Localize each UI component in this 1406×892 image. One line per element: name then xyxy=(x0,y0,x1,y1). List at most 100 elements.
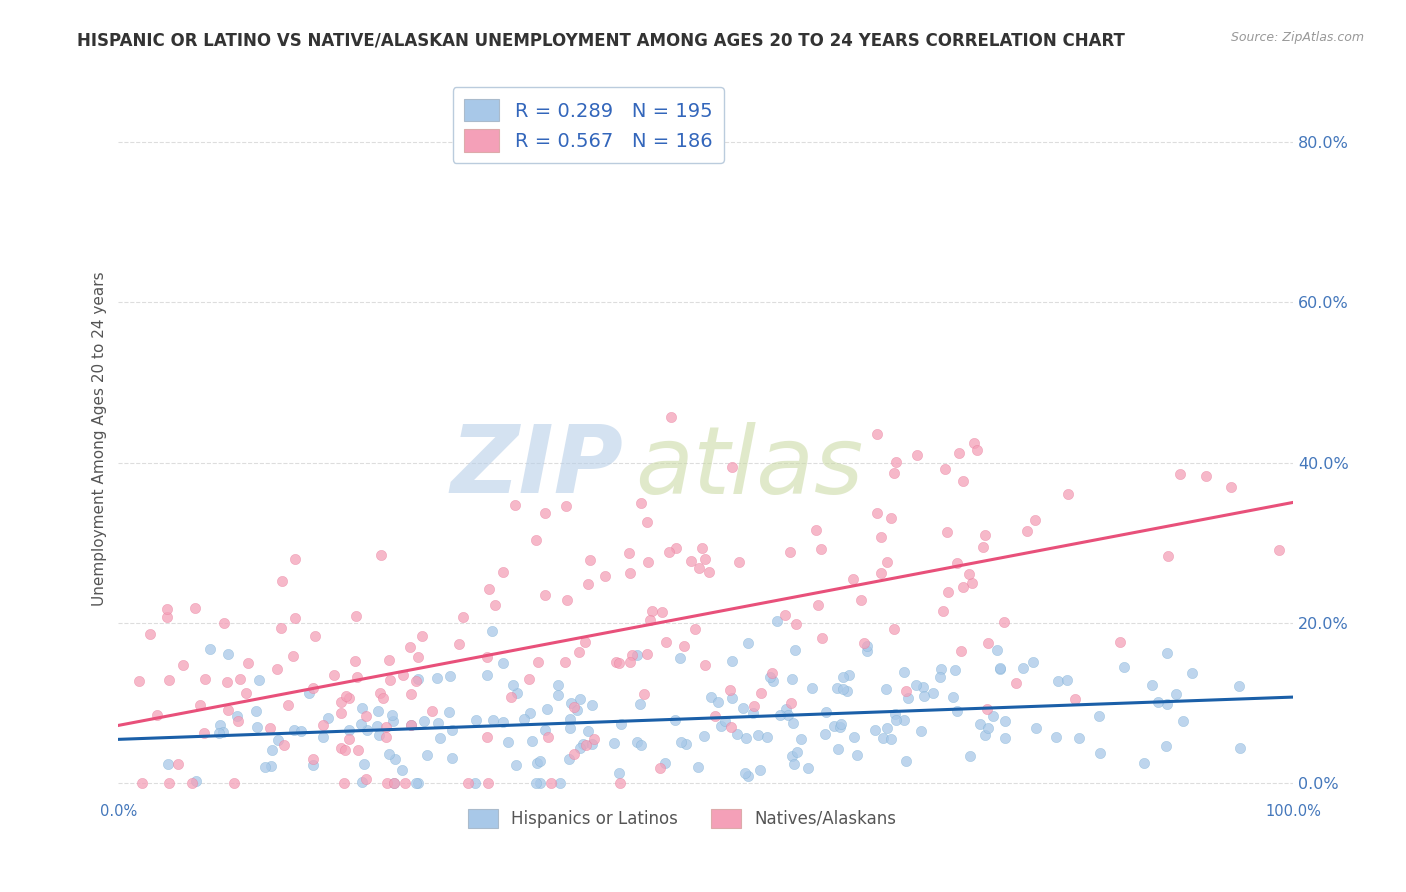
Point xyxy=(994,731,1017,745)
Point xyxy=(575,738,598,752)
Point xyxy=(1047,674,1070,689)
Point xyxy=(1017,524,1039,539)
Point xyxy=(747,728,769,742)
Point xyxy=(482,713,505,727)
Point xyxy=(876,555,898,569)
Point xyxy=(1088,746,1111,760)
Point xyxy=(222,776,245,790)
Point xyxy=(381,707,404,722)
Point xyxy=(547,678,569,692)
Point xyxy=(870,566,893,580)
Point xyxy=(270,621,292,635)
Point xyxy=(728,555,751,569)
Point xyxy=(399,718,422,732)
Point xyxy=(1057,486,1080,500)
Point xyxy=(343,654,366,668)
Point xyxy=(312,731,335,745)
Point xyxy=(721,459,744,474)
Point xyxy=(762,673,785,688)
Point xyxy=(212,616,235,631)
Point xyxy=(533,588,555,602)
Point xyxy=(880,731,903,746)
Point xyxy=(934,461,956,475)
Point xyxy=(893,665,915,680)
Point xyxy=(502,678,524,692)
Point xyxy=(382,776,405,790)
Point xyxy=(183,601,205,615)
Point xyxy=(354,709,377,723)
Point xyxy=(664,541,686,556)
Point xyxy=(986,642,1008,657)
Point xyxy=(529,776,551,790)
Point xyxy=(785,617,807,632)
Point xyxy=(568,645,591,659)
Point xyxy=(751,685,773,699)
Point xyxy=(166,756,188,771)
Point xyxy=(477,582,499,596)
Point xyxy=(1229,741,1251,756)
Point xyxy=(697,565,720,579)
Point xyxy=(734,766,756,780)
Point xyxy=(477,776,499,790)
Point xyxy=(569,691,592,706)
Point xyxy=(943,663,966,677)
Point xyxy=(707,695,730,709)
Point xyxy=(880,511,903,525)
Point xyxy=(664,713,686,727)
Point xyxy=(814,705,837,719)
Point xyxy=(215,675,238,690)
Point xyxy=(492,656,515,670)
Point xyxy=(506,686,529,700)
Point xyxy=(582,732,605,747)
Point xyxy=(350,700,373,714)
Point xyxy=(720,720,742,734)
Point xyxy=(576,577,599,591)
Point xyxy=(352,774,374,789)
Point xyxy=(465,713,488,727)
Point xyxy=(786,745,808,759)
Point xyxy=(866,427,889,442)
Point xyxy=(789,731,811,746)
Point xyxy=(447,637,470,651)
Point xyxy=(411,628,433,642)
Text: ZIP: ZIP xyxy=(451,421,623,514)
Point xyxy=(651,605,673,619)
Point xyxy=(960,575,983,590)
Point xyxy=(827,742,849,756)
Point xyxy=(1112,660,1135,674)
Point xyxy=(524,533,547,547)
Point xyxy=(554,655,576,669)
Point xyxy=(810,541,832,556)
Point xyxy=(884,713,907,727)
Point xyxy=(226,714,249,728)
Point xyxy=(157,776,180,790)
Point xyxy=(875,682,897,697)
Point xyxy=(375,730,398,744)
Point xyxy=(845,747,868,762)
Point xyxy=(731,701,754,715)
Point xyxy=(337,732,360,747)
Point xyxy=(344,608,367,623)
Point xyxy=(284,552,307,566)
Point xyxy=(721,654,744,668)
Point xyxy=(905,448,928,462)
Point xyxy=(208,726,231,740)
Point xyxy=(959,749,981,764)
Point xyxy=(884,455,907,469)
Point xyxy=(863,723,886,737)
Point xyxy=(302,681,325,695)
Point xyxy=(832,681,855,696)
Point xyxy=(217,702,239,716)
Point xyxy=(630,738,652,752)
Point xyxy=(912,689,935,703)
Point xyxy=(1021,655,1043,669)
Point xyxy=(866,506,889,520)
Point xyxy=(993,615,1015,630)
Point xyxy=(741,706,763,721)
Point xyxy=(856,644,879,658)
Point xyxy=(633,688,655,702)
Point xyxy=(1164,687,1187,701)
Point xyxy=(942,690,965,704)
Point xyxy=(499,690,522,705)
Point xyxy=(823,719,845,733)
